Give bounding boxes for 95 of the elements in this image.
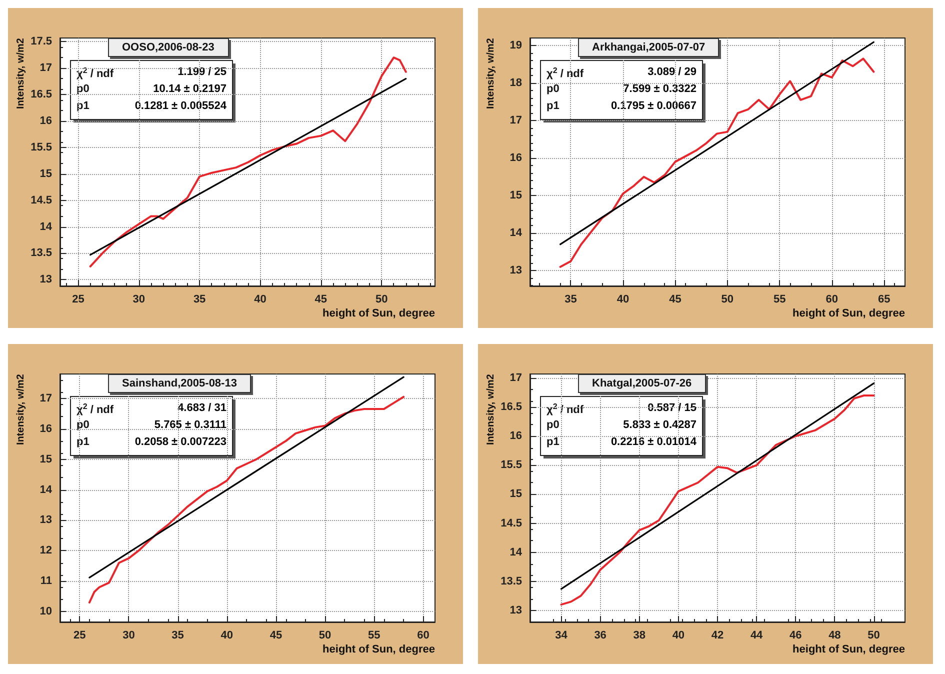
y-tick-label: 15 <box>510 488 522 500</box>
x-tick-label: 40 <box>254 294 266 306</box>
annotation: 5.833 ± 0.4287 <box>623 419 696 431</box>
line-series <box>559 58 875 268</box>
chart-title: Sainshand,2005-08-13 <box>122 378 237 390</box>
annotation: p0 <box>76 419 90 431</box>
x-tick-label: 65 <box>878 294 890 306</box>
x-axis-title: height of Sun, degree <box>322 644 435 656</box>
y-tick-label: 15 <box>40 168 52 180</box>
x-tick-label: 50 <box>721 294 734 306</box>
x-tick-label: 40 <box>220 630 234 642</box>
x-tick-label: 60 <box>417 630 430 642</box>
x-tick-label: 30 <box>122 630 135 642</box>
y-tick-label: 13 <box>510 604 522 616</box>
annotation: 10.14 ± 0.2197 <box>153 83 226 95</box>
y-tick-label: 15.5 <box>30 141 52 154</box>
y-tick-label: 16 <box>510 152 522 164</box>
annotation: 0.2216 ± 0.01014 <box>610 436 698 448</box>
x-tick-label: 40 <box>616 294 630 306</box>
y-tick-label: 17 <box>510 114 522 127</box>
y-tick-label: 17 <box>40 62 52 74</box>
y-tick-label: 13 <box>40 514 52 526</box>
annotation: 4.683 / 31 <box>178 402 226 414</box>
line-series <box>88 396 405 604</box>
y-tick-label: 14.5 <box>500 517 522 530</box>
x-tick-label: 45 <box>270 630 282 642</box>
line-series <box>89 56 407 268</box>
y-axis-title: Intensity, w/m2 <box>16 38 26 109</box>
y-tick-label: 17.5 <box>30 36 52 48</box>
x-tick-label: 50 <box>868 630 880 642</box>
x-tick-label: 35 <box>564 294 577 306</box>
annotation: 5.765 ± 0.3111 <box>154 419 226 431</box>
y-axis-title: Intensity, w/m2 <box>16 374 26 445</box>
y-tick-label: 16 <box>40 115 52 128</box>
x-tick-label: 36 <box>594 630 606 642</box>
x-axis-title: height of Sun, degree <box>322 308 435 320</box>
y-tick-label: 17 <box>40 392 52 404</box>
annotation: p1 <box>546 100 560 112</box>
x-tick-label: 38 <box>633 630 646 642</box>
x-tick-label: 60 <box>826 294 838 306</box>
y-tick-label: 18 <box>510 77 522 90</box>
y-tick-label: 12 <box>40 544 52 557</box>
x-tick-label: 55 <box>368 630 380 642</box>
y-tick-label: 13.5 <box>30 247 52 260</box>
x-tick-label: 50 <box>375 294 388 306</box>
x-tick-label: 30 <box>132 294 146 306</box>
y-tick-label: 15.5 <box>500 459 522 472</box>
annotation: 0.1281 ± 0.005524 <box>134 100 228 112</box>
y-tick-label: 14 <box>40 220 53 233</box>
x-tick-label: 35 <box>172 630 184 642</box>
annotation: 0.1795 ± 0.00667 <box>610 100 696 112</box>
annotation: p0 <box>546 83 560 95</box>
y-tick-label: 17 <box>510 372 522 384</box>
x-tick-label: 34 <box>555 630 568 642</box>
x-tick-label: 42 <box>711 630 724 642</box>
x-tick-label: 45 <box>314 294 328 306</box>
y-tick-label: 14 <box>510 227 523 240</box>
y-tick-label: 10 <box>40 606 52 618</box>
y-tick-label: 14.5 <box>30 194 52 206</box>
y-tick-label: 16 <box>40 422 52 435</box>
y-tick-label: 13 <box>40 274 52 286</box>
x-tick-label: 40 <box>672 630 685 642</box>
y-tick-label: 15 <box>510 190 522 202</box>
annotation: 3.089 / 29 <box>648 66 696 78</box>
annotation: 0.2058 ± 0.007223 <box>134 436 226 448</box>
y-tick-label: 15 <box>40 453 52 466</box>
chart-title: Arkhangai,2005-07-07 <box>592 42 706 54</box>
x-tick-label: 50 <box>318 630 332 642</box>
y-tick-label: 13 <box>510 264 522 277</box>
y-tick-label: 16.5 <box>500 401 522 414</box>
x-tick-label: 35 <box>193 294 206 306</box>
y-tick-label: 14 <box>40 484 53 496</box>
y-tick-label: 13.5 <box>500 575 522 588</box>
x-tick-label: 48 <box>828 630 841 642</box>
annotation: p0 <box>546 419 560 431</box>
x-tick-label: 25 <box>72 294 84 306</box>
chart-title: Khatgal,2005-07-26 <box>592 378 692 390</box>
annotation: 7.599 ± 0.3322 <box>623 83 696 95</box>
chart-title: OOSO,2006-08-23 <box>122 42 214 54</box>
y-tick-label: 11 <box>40 575 52 588</box>
x-tick-label: 55 <box>774 294 786 306</box>
y-tick-label: 14 <box>510 546 523 558</box>
y-axis-title: Intensity, w/m2 <box>486 38 496 109</box>
annotation: p1 <box>546 436 560 448</box>
x-axis-title: height of Sun, degree <box>792 644 905 656</box>
y-tick-label: 19 <box>510 40 522 52</box>
annotation: p1 <box>76 436 90 448</box>
x-tick-label: 46 <box>790 630 802 642</box>
x-tick-label: 44 <box>750 630 764 642</box>
x-axis-title: height of Sun, degree <box>792 308 905 320</box>
y-tick-label: 16 <box>510 430 522 442</box>
y-tick-label: 16.5 <box>30 88 52 101</box>
x-tick-label: 25 <box>74 630 86 642</box>
y-axis-title: Intensity, w/m2 <box>486 374 496 445</box>
x-tick-label: 45 <box>669 294 682 306</box>
